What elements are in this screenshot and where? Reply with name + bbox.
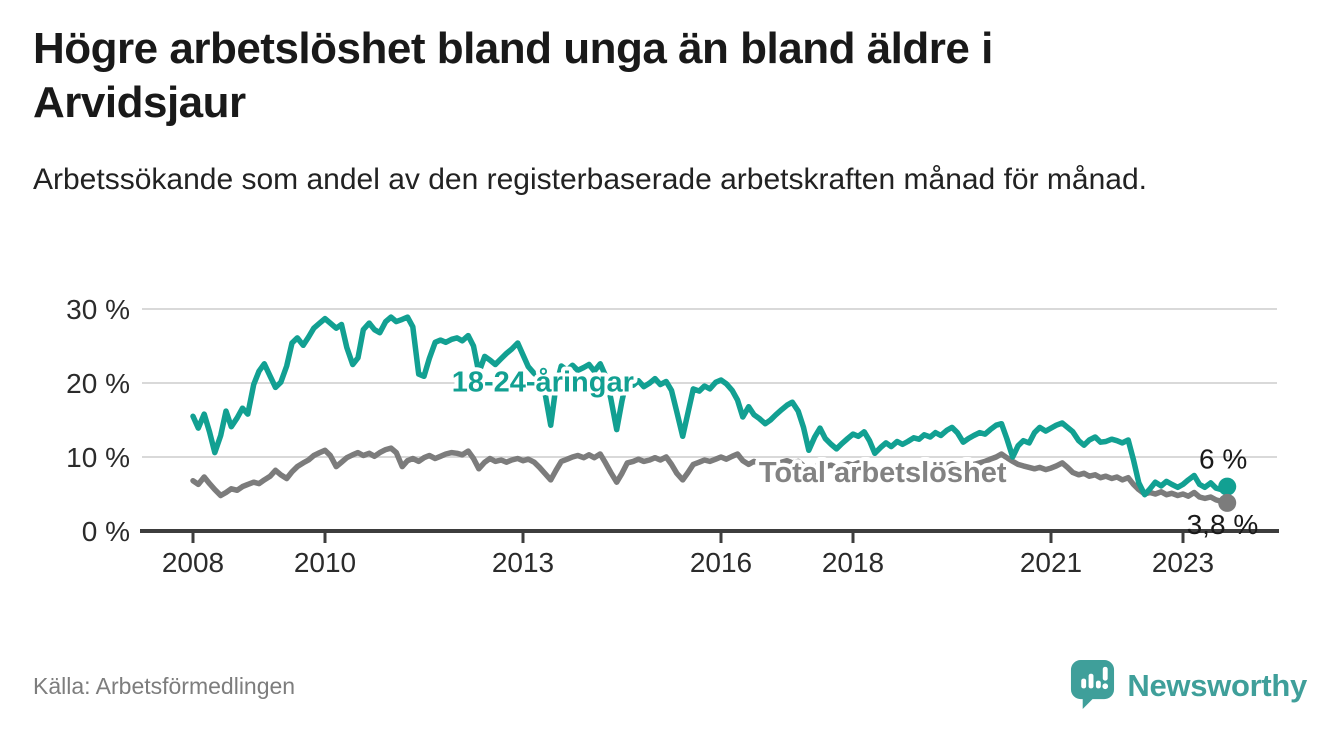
x-tick-label-2023: 2023 xyxy=(1152,547,1214,578)
newsworthy-logo-icon xyxy=(1069,658,1116,714)
y-tick-label-10: 10 % xyxy=(66,442,130,473)
newsworthy-brand: Newsworthy xyxy=(1069,658,1307,714)
x-tick-label-2008: 2008 xyxy=(162,547,224,578)
x-tick-label-2018: 2018 xyxy=(822,547,884,578)
series-label-young: 18-24-åringar xyxy=(452,367,634,399)
y-tick-label-20: 20 % xyxy=(66,368,130,399)
series-lines xyxy=(190,314,1237,512)
series-end-dot-total xyxy=(1218,493,1237,512)
x-axis xyxy=(140,529,1279,543)
end-label-total: 3,8 % xyxy=(1187,509,1259,540)
page-subtitle: Arbetssökande som andel av den registerb… xyxy=(33,163,1147,196)
series-end-dot-young xyxy=(1218,477,1237,496)
series-line-young xyxy=(190,314,1230,498)
x-tick-label-2016: 2016 xyxy=(690,547,752,578)
source-text: Källa: Arbetsförmedlingen xyxy=(33,672,296,699)
y-tick-label-0: 0 % xyxy=(82,516,130,547)
x-tick-label-2010: 2010 xyxy=(294,547,356,578)
page-title: Högre arbetslöshet bland unga än bland ä… xyxy=(33,24,993,127)
series-label-total: Total arbetslöshet xyxy=(759,457,1007,489)
x-tick-label-2021: 2021 xyxy=(1020,547,1082,578)
newsworthy-logo-text: Newsworthy xyxy=(1127,668,1307,703)
chart-footer: Källa: Arbetsförmedlingen Newsworthy xyxy=(33,660,1307,712)
unemployment-line-chart: 0 % 10 % 20 % 30 % 2008 2010 2013 2016 2018 2021 2… xyxy=(66,294,1279,578)
x-tick-label-2013: 2013 xyxy=(492,547,554,578)
y-tick-label-30: 30 % xyxy=(66,294,130,325)
line-chart-area: 0 % 10 % 20 % 30 % 2008 2010 2013 2016 2018 2021 2… xyxy=(0,280,1340,610)
series-line-total xyxy=(190,445,1230,506)
tick-labels: 0 % 10 % 20 % 30 % 2008 2010 2013 2016 2018 2021 2… xyxy=(66,294,1214,578)
annotations: Total arbetslöshet 3,8 % 18-24-åringar 6 % xyxy=(448,363,1259,540)
end-label-young: 6 % xyxy=(1199,444,1247,475)
